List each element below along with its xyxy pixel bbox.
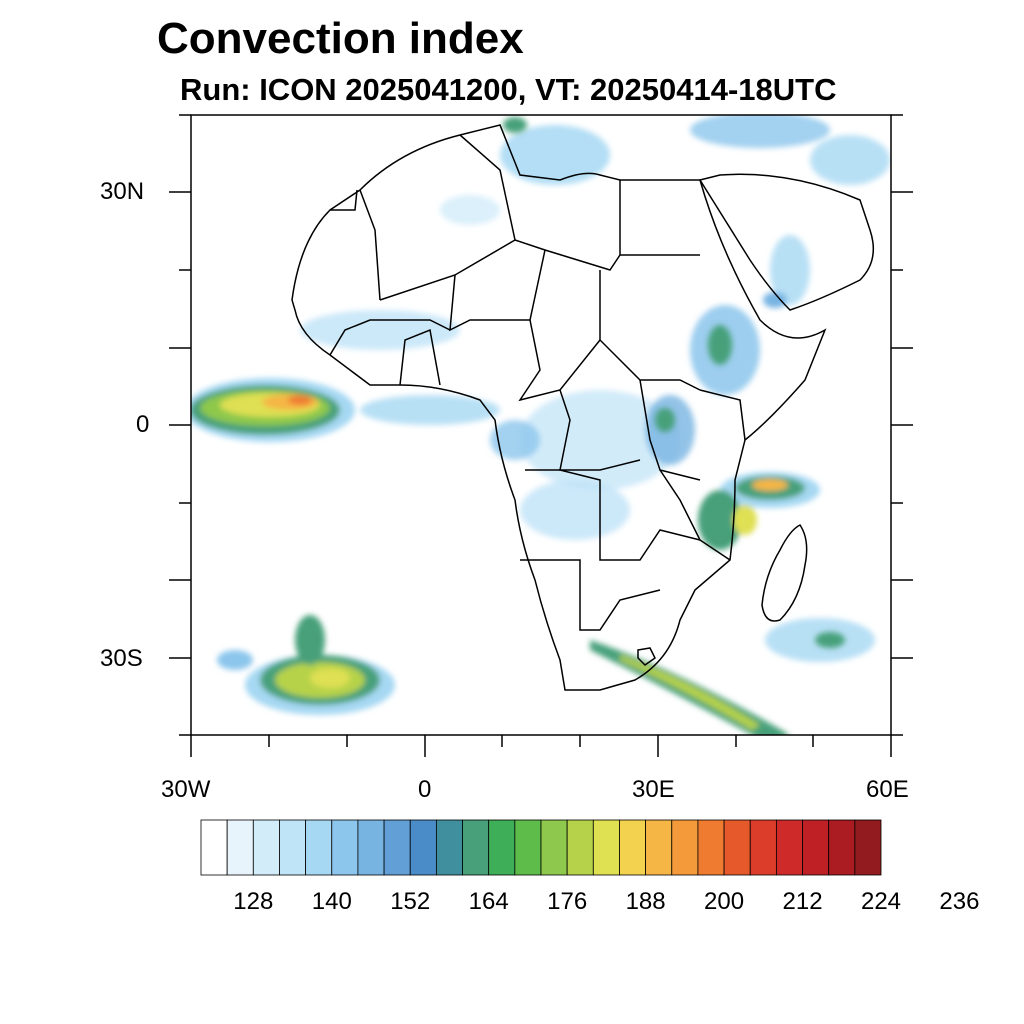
lat-label-30n: 30N [100,178,145,205]
tick-marks [169,114,913,757]
colorbar-swatch [854,819,882,876]
convection-area-central-africa [520,390,680,490]
colorbar-swatch [645,819,673,876]
convection-area-angola [520,480,630,540]
lat-label-0: 0 [136,411,150,438]
colorbar-swatch [226,819,254,876]
colorbar-swatch [435,819,463,876]
convection-band-south-africa [590,640,790,735]
colorbar-swatch [514,819,542,876]
convection-area-gulf-of-guinea [360,395,500,425]
lon-label-30w: 30W [161,776,211,803]
colorbar-swatch [723,819,751,876]
border-7 [599,270,701,391]
colorbar-label: 128 [233,888,274,915]
colorbar-swatch [331,819,359,876]
colorbar-swatch [540,819,568,876]
convection-area-north-africa [440,195,500,225]
border-4 [514,239,700,271]
border-9 [639,379,701,481]
convection-area-red-sea [770,235,810,305]
convection-cluster-atlantic [191,378,355,442]
border-2 [330,189,358,211]
colorbar-label: 200 [704,888,745,915]
colorbar-swatch [619,819,647,876]
border-15 [329,319,451,356]
colorbar-label: 188 [625,888,666,915]
convection-area-congo [490,420,540,460]
colorbar-swatch [592,819,620,876]
colorbar [200,819,882,876]
convection-cluster-south-atlantic [217,615,395,715]
convection-cluster-mozambique [698,472,820,550]
border-13 [699,389,746,441]
convection-patches [503,117,845,648]
colorbar-label: 236 [939,888,980,915]
lon-label-0: 0 [418,776,432,803]
lat-label-30s: 30S [100,645,143,672]
convection-area-mediterranean-west [500,125,610,185]
lon-label-30e: 30E [632,776,675,803]
arabia-coastline [698,173,875,311]
colorbar-swatch [279,819,307,876]
lesotho-border [637,647,656,666]
colorbar-label: 224 [860,888,902,915]
border-11 [525,469,701,561]
border-6 [449,249,546,332]
colorbar-swatch [305,819,333,876]
colorbar-label: 212 [782,888,823,915]
colorbar-swatch [488,819,516,876]
border-1 [359,189,381,301]
colorbar-swatch [828,819,856,876]
convection-area-sahel-west [300,310,460,350]
colorbar-swatch [566,819,594,876]
colorbar-label: 176 [547,888,588,915]
colorbar-swatch [357,819,385,876]
colorbar-swatch [409,819,437,876]
convection-area-mediterranean-east [690,115,830,148]
colorbar-swatch [200,819,228,876]
colorbar-swatch [252,819,280,876]
madagascar-coastline [761,524,808,622]
colorbar-swatch [749,819,777,876]
convection-area-arabia-north [810,135,890,185]
colorbar-swatch [802,819,830,876]
colorbar-swatch [671,819,699,876]
colorbar-label: 140 [311,888,352,915]
border-12 [520,559,661,631]
coastlines-and-borders [291,124,875,691]
chart-subtitle: Run: ICON 2025041200, VT: 20250414-18UTC [180,72,837,107]
colorbar-label: 152 [390,888,431,915]
colorbar-swatch [775,819,803,876]
chart-title: Convection index [157,14,524,63]
colorbar-swatch [697,819,725,876]
border-8 [518,319,601,402]
colorbar-swatch [462,819,490,876]
border-14 [659,469,731,561]
border-16 [399,328,441,386]
colorbar-swatch [383,819,411,876]
colorbar-label: 164 [468,888,509,915]
lon-label-60e: 60E [866,776,909,803]
africa-coastline [291,124,827,691]
